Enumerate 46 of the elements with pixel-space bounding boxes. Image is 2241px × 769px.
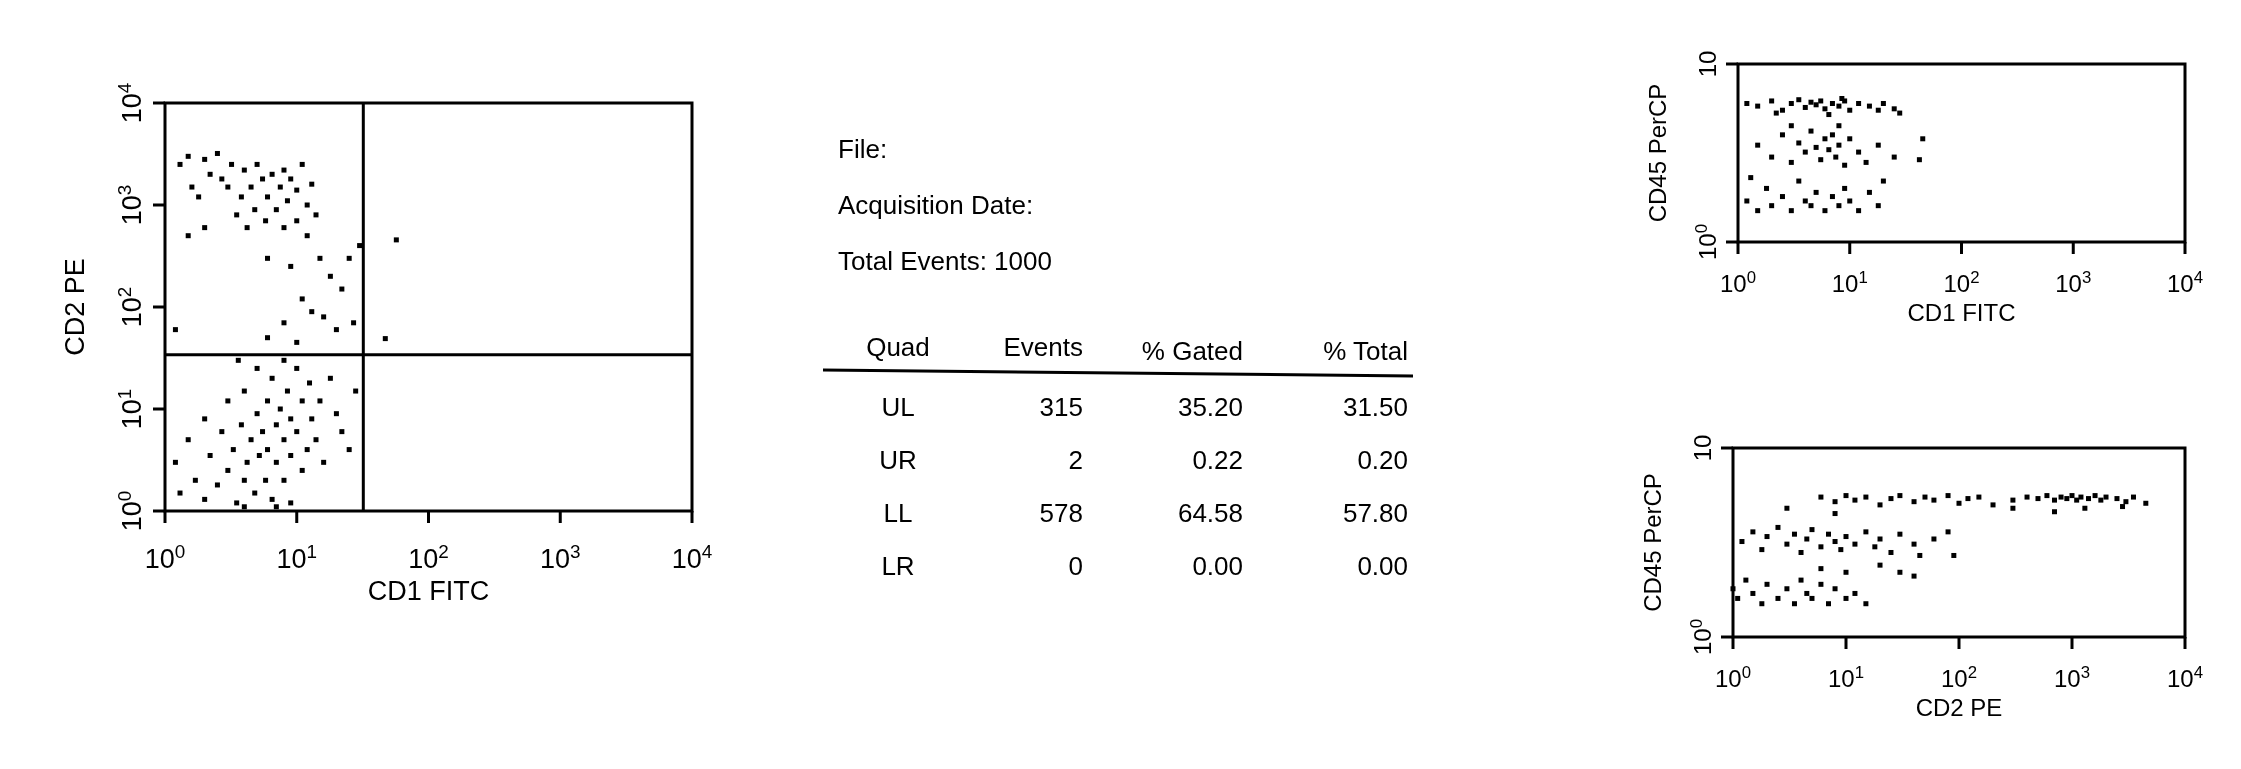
data-label: 315 [1039, 392, 1083, 422]
data-label: 578 [1039, 498, 1083, 528]
x-tick-label: 10$^{2}$ [1940, 662, 1978, 693]
text: Acquisition Date: [838, 190, 1034, 220]
category-label: LR [881, 551, 915, 581]
data-label: 64.58 [1177, 498, 1243, 528]
data-label: 0.00 [1192, 551, 1243, 581]
x-tick-label: 10$^{2}$ [1943, 267, 1980, 298]
x-tick-label: 10$^{4}$ [671, 540, 713, 574]
text: Quad [866, 332, 930, 362]
data-label: 57.80 [1342, 498, 1408, 528]
x-tick-label: 10$^{4}$ [2166, 662, 2204, 693]
data-label: 0.22 [1192, 445, 1243, 475]
category-label: LL [883, 498, 913, 528]
y-axis-title: CD45 PerCP [1644, 83, 1671, 223]
x-tick-label: 10$^{3}$ [2055, 267, 2092, 298]
data-label: 31.50 [1342, 392, 1408, 422]
x-tick-label: 10$^{4}$ [2166, 267, 2204, 298]
text: % Gated [1141, 336, 1243, 366]
y-tick-label: 10 [1689, 434, 1717, 462]
x-tick-label: 10$^{1}$ [276, 540, 318, 574]
text: % Total [1323, 336, 1408, 366]
x-tick-label: 10$^{0}$ [144, 540, 186, 574]
text: Total Events: 1000 [838, 246, 1052, 276]
x-tick-label: 10$^{1}$ [1827, 662, 1865, 693]
y-axis-title: CD2 PE [60, 258, 90, 356]
x-tick-label: 10$^{2}$ [408, 540, 449, 574]
data-label: 0.20 [1357, 445, 1408, 475]
category-label: UR [879, 445, 917, 475]
data-label: 2 [1068, 445, 1083, 475]
y-tick-label: 10 [1694, 50, 1722, 78]
y-axis-title: CD45 PerCP [1639, 473, 1666, 612]
text: File: [838, 134, 888, 164]
x-axis-title: CD2 PE [1915, 694, 2003, 722]
text: Events [1003, 332, 1083, 362]
data-label: 35.20 [1177, 392, 1243, 422]
data-label: 0 [1068, 551, 1083, 581]
x-tick-label: 10$^{3}$ [539, 540, 581, 574]
x-tick-label: 10$^{3}$ [2053, 662, 2091, 693]
x-tick-label: 10$^{1}$ [1831, 267, 1868, 298]
x-tick-label: 10$^{0}$ [1719, 267, 1757, 298]
x-axis-title: CD1 FITC [1907, 299, 2016, 327]
data-label: 0.00 [1357, 551, 1408, 581]
category-label: UL [881, 392, 915, 422]
x-tick-label: 10$^{0}$ [1714, 662, 1752, 693]
x-axis-title: CD1 FITC [367, 576, 490, 607]
